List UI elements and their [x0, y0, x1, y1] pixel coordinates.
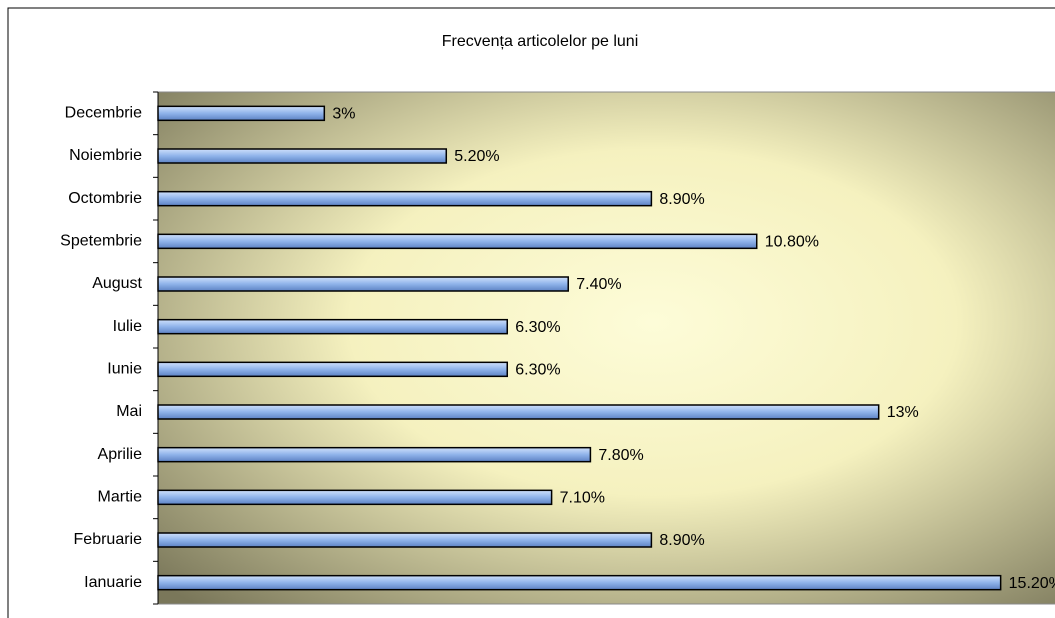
y-tick-label: Iulie: [113, 318, 142, 335]
bar: [157, 233, 758, 250]
data-label: 10.80%: [765, 234, 819, 251]
data-label: 15.20%: [1009, 575, 1055, 592]
bar: [157, 361, 509, 378]
y-tick-label: Ianuarie: [84, 574, 142, 591]
bar: [157, 446, 592, 463]
bar: [157, 276, 569, 292]
data-label: 6.30%: [515, 319, 560, 336]
y-tick-label: Februarie: [74, 531, 143, 548]
y-tick-label: August: [92, 275, 142, 292]
data-label: 13%: [887, 404, 919, 421]
data-label: 3%: [332, 106, 355, 123]
data-label: 7.80%: [598, 447, 643, 464]
data-label: 7.40%: [576, 276, 621, 293]
bar: [157, 532, 653, 548]
y-tick-label: Noiembrie: [69, 147, 142, 164]
bar: [157, 105, 326, 122]
plot-area: [157, 91, 1055, 605]
bar: [157, 404, 880, 420]
bar: [157, 148, 448, 164]
y-tick-label: Martie: [98, 489, 143, 506]
y-tick-label: Aprilie: [98, 446, 143, 463]
y-tick-label: Iunie: [107, 361, 142, 378]
data-label: 7.10%: [560, 490, 605, 507]
y-tick-label: Octombrie: [68, 190, 142, 207]
bar: [157, 489, 553, 506]
data-label: 8.90%: [659, 191, 704, 208]
bar: [157, 318, 509, 335]
y-tick-label: Spetembrie: [60, 233, 142, 250]
y-tick-label: Mai: [116, 403, 142, 420]
data-label: 8.90%: [659, 532, 704, 549]
chart-title: Frecvența articolelor pe luni: [442, 33, 639, 50]
bar: [157, 190, 653, 207]
data-label: 5.20%: [454, 148, 499, 165]
data-label: 6.30%: [515, 362, 560, 379]
bar: [157, 574, 1002, 591]
y-tick-label: Decembrie: [65, 105, 142, 122]
